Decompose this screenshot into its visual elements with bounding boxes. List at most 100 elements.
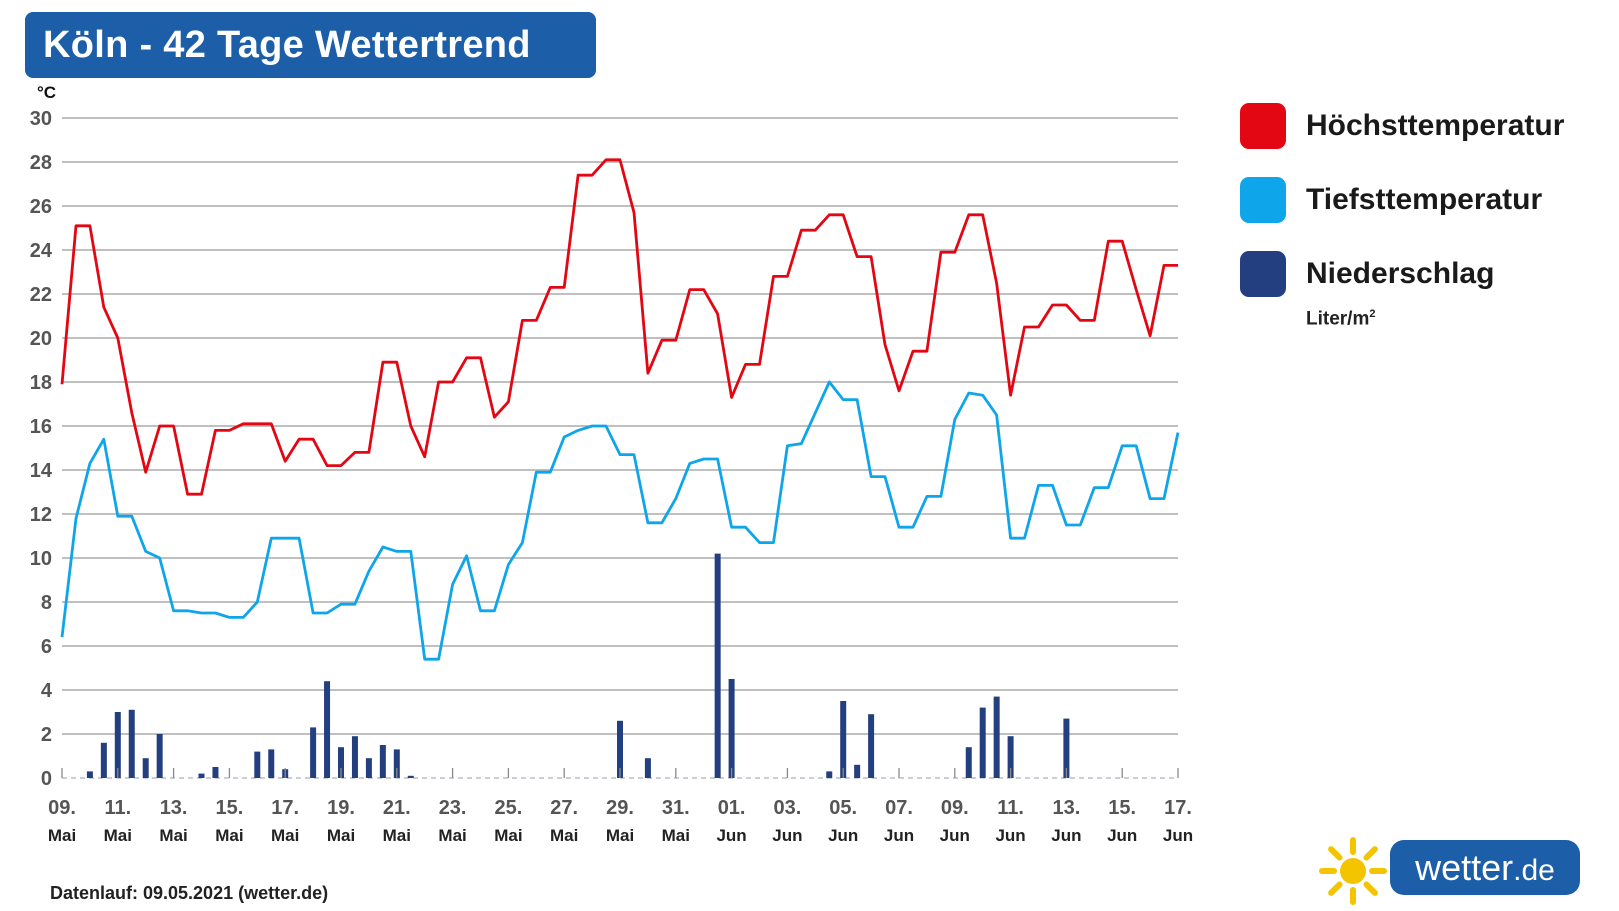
- sun-ray: [1328, 881, 1343, 896]
- x-tick-month: Mai: [271, 826, 299, 845]
- x-tick-day: 09.: [941, 797, 969, 819]
- precipitation-bar: [826, 771, 833, 778]
- x-tick-month: Mai: [48, 826, 76, 845]
- max-temp-line: [60, 158, 1178, 496]
- x-tick-month: Mai: [104, 826, 132, 845]
- x-tick-day: 11.: [104, 797, 131, 819]
- x-tick-month: Mai: [438, 826, 466, 845]
- precipitation-bar: [254, 751, 261, 778]
- precipitation-bar: [86, 771, 93, 778]
- precipitation-bar: [379, 745, 386, 778]
- x-tick-day: 31.: [662, 797, 690, 819]
- x-tick-day: 07.: [885, 797, 913, 819]
- precipitation-bar: [617, 720, 623, 778]
- precipitation-bar: [338, 747, 344, 778]
- sun-ray: [1328, 846, 1343, 861]
- precipitation-bar: [407, 775, 414, 778]
- x-tick-day: 29.: [606, 797, 634, 819]
- sun-core: [1340, 858, 1366, 884]
- x-tick-month: Jun: [772, 826, 802, 845]
- x-tick-month: Mai: [550, 826, 578, 845]
- y-tick-label: 0: [41, 768, 52, 790]
- sun-ray: [1363, 881, 1378, 896]
- logo-brand: wetter: [1415, 846, 1514, 888]
- x-tick-month: Mai: [215, 826, 243, 845]
- x-tick-month: Jun: [1107, 826, 1137, 845]
- x-tick-day: 21.: [383, 797, 411, 819]
- precipitation-bar: [393, 749, 400, 778]
- y-tick-label: 18: [30, 372, 52, 394]
- precipitation-unit: Liter/m2: [1306, 308, 1375, 330]
- x-tick-day: 15.: [1108, 797, 1136, 819]
- axes: 024681012141618202224262830°C09.Mai11.Ma…: [30, 83, 1193, 845]
- x-tick-month: Jun: [828, 826, 858, 845]
- x-tick-month: Mai: [606, 826, 634, 845]
- grid-lines: [62, 117, 1178, 779]
- legend-label-max-temp: Höchsttemperatur: [1306, 109, 1565, 142]
- x-tick-month: Mai: [383, 826, 411, 845]
- x-tick-day: 25.: [494, 797, 522, 819]
- x-tick-day: 19.: [327, 797, 355, 819]
- precipitation-bar: [114, 712, 121, 778]
- logo-tld: .de: [1513, 853, 1555, 887]
- x-tick-month: Mai: [159, 826, 187, 845]
- precipitation-bar: [198, 773, 205, 778]
- precipitation-bar: [268, 749, 275, 778]
- precipitation-bar: [854, 764, 861, 778]
- y-tick-label: 30: [30, 108, 52, 130]
- y-axis-unit: °C: [37, 83, 56, 102]
- data-run-note: Datenlauf: 09.05.2021 (wetter.de): [50, 883, 329, 903]
- precipitation-bar: [840, 701, 847, 778]
- x-tick-month: Mai: [494, 826, 522, 845]
- precipitation-bar: [100, 742, 107, 778]
- x-tick-month: Mai: [662, 826, 690, 845]
- min-temp-line: [60, 380, 1180, 661]
- y-tick-label: 16: [30, 416, 52, 438]
- y-tick-label: 6: [41, 636, 52, 658]
- precipitation-unit-base: Liter/m: [1306, 308, 1370, 330]
- x-tick-month: Mai: [327, 826, 355, 845]
- precipitation-bar: [1007, 736, 1014, 778]
- precipitation-bar: [310, 727, 317, 778]
- legend-label-min-temp: Tiefsttemperatur: [1306, 183, 1543, 216]
- x-tick-day: 27.: [550, 797, 578, 819]
- x-tick-day: 03.: [773, 797, 801, 819]
- y-tick-label: 22: [30, 284, 52, 306]
- precipitation-bar: [714, 553, 721, 778]
- y-tick-label: 28: [30, 152, 52, 174]
- x-tick-day: 11.: [997, 797, 1024, 819]
- y-tick-label: 2: [41, 724, 52, 746]
- x-tick-day: 23.: [439, 797, 467, 819]
- x-tick-month: Jun: [1163, 826, 1193, 845]
- x-tick-day: 01.: [718, 797, 746, 819]
- chart-title: Köln - 42 Tage Wettertrend: [43, 23, 531, 66]
- sun-icon: [1319, 837, 1387, 905]
- y-tick-label: 20: [30, 328, 52, 350]
- precipitation-bar: [965, 747, 972, 778]
- precipitation-bar: [993, 696, 1000, 778]
- y-tick-label: 24: [30, 240, 53, 262]
- precipitation-bar: [728, 679, 735, 778]
- x-tick-day: 15.: [215, 797, 243, 819]
- legend-swatch-precipitation: [1240, 251, 1286, 297]
- y-tick-label: 8: [41, 592, 52, 614]
- precipitation-bar: [351, 736, 358, 778]
- legend-label-precipitation: Niederschlag: [1306, 257, 1495, 290]
- y-tick-label: 14: [30, 460, 53, 482]
- x-tick-month: Jun: [884, 826, 914, 845]
- wetter-de-logo[interactable]: wetter.de: [1390, 840, 1580, 895]
- temperature-lines: [60, 158, 1180, 661]
- precipitation-bar: [212, 767, 219, 778]
- precipitation-bar: [142, 758, 149, 778]
- precipitation-bar: [324, 681, 331, 778]
- x-tick-day: 09.: [48, 797, 76, 819]
- precipitation-bar: [156, 734, 163, 778]
- x-tick-month: Jun: [716, 826, 746, 845]
- y-tick-label: 4: [41, 680, 53, 702]
- precipitation-bar: [979, 707, 986, 778]
- x-tick-day: 05.: [829, 797, 857, 819]
- precipitation-bars: [86, 553, 1070, 778]
- x-tick-day: 17.: [1164, 797, 1192, 819]
- x-tick-day: 13.: [160, 797, 188, 819]
